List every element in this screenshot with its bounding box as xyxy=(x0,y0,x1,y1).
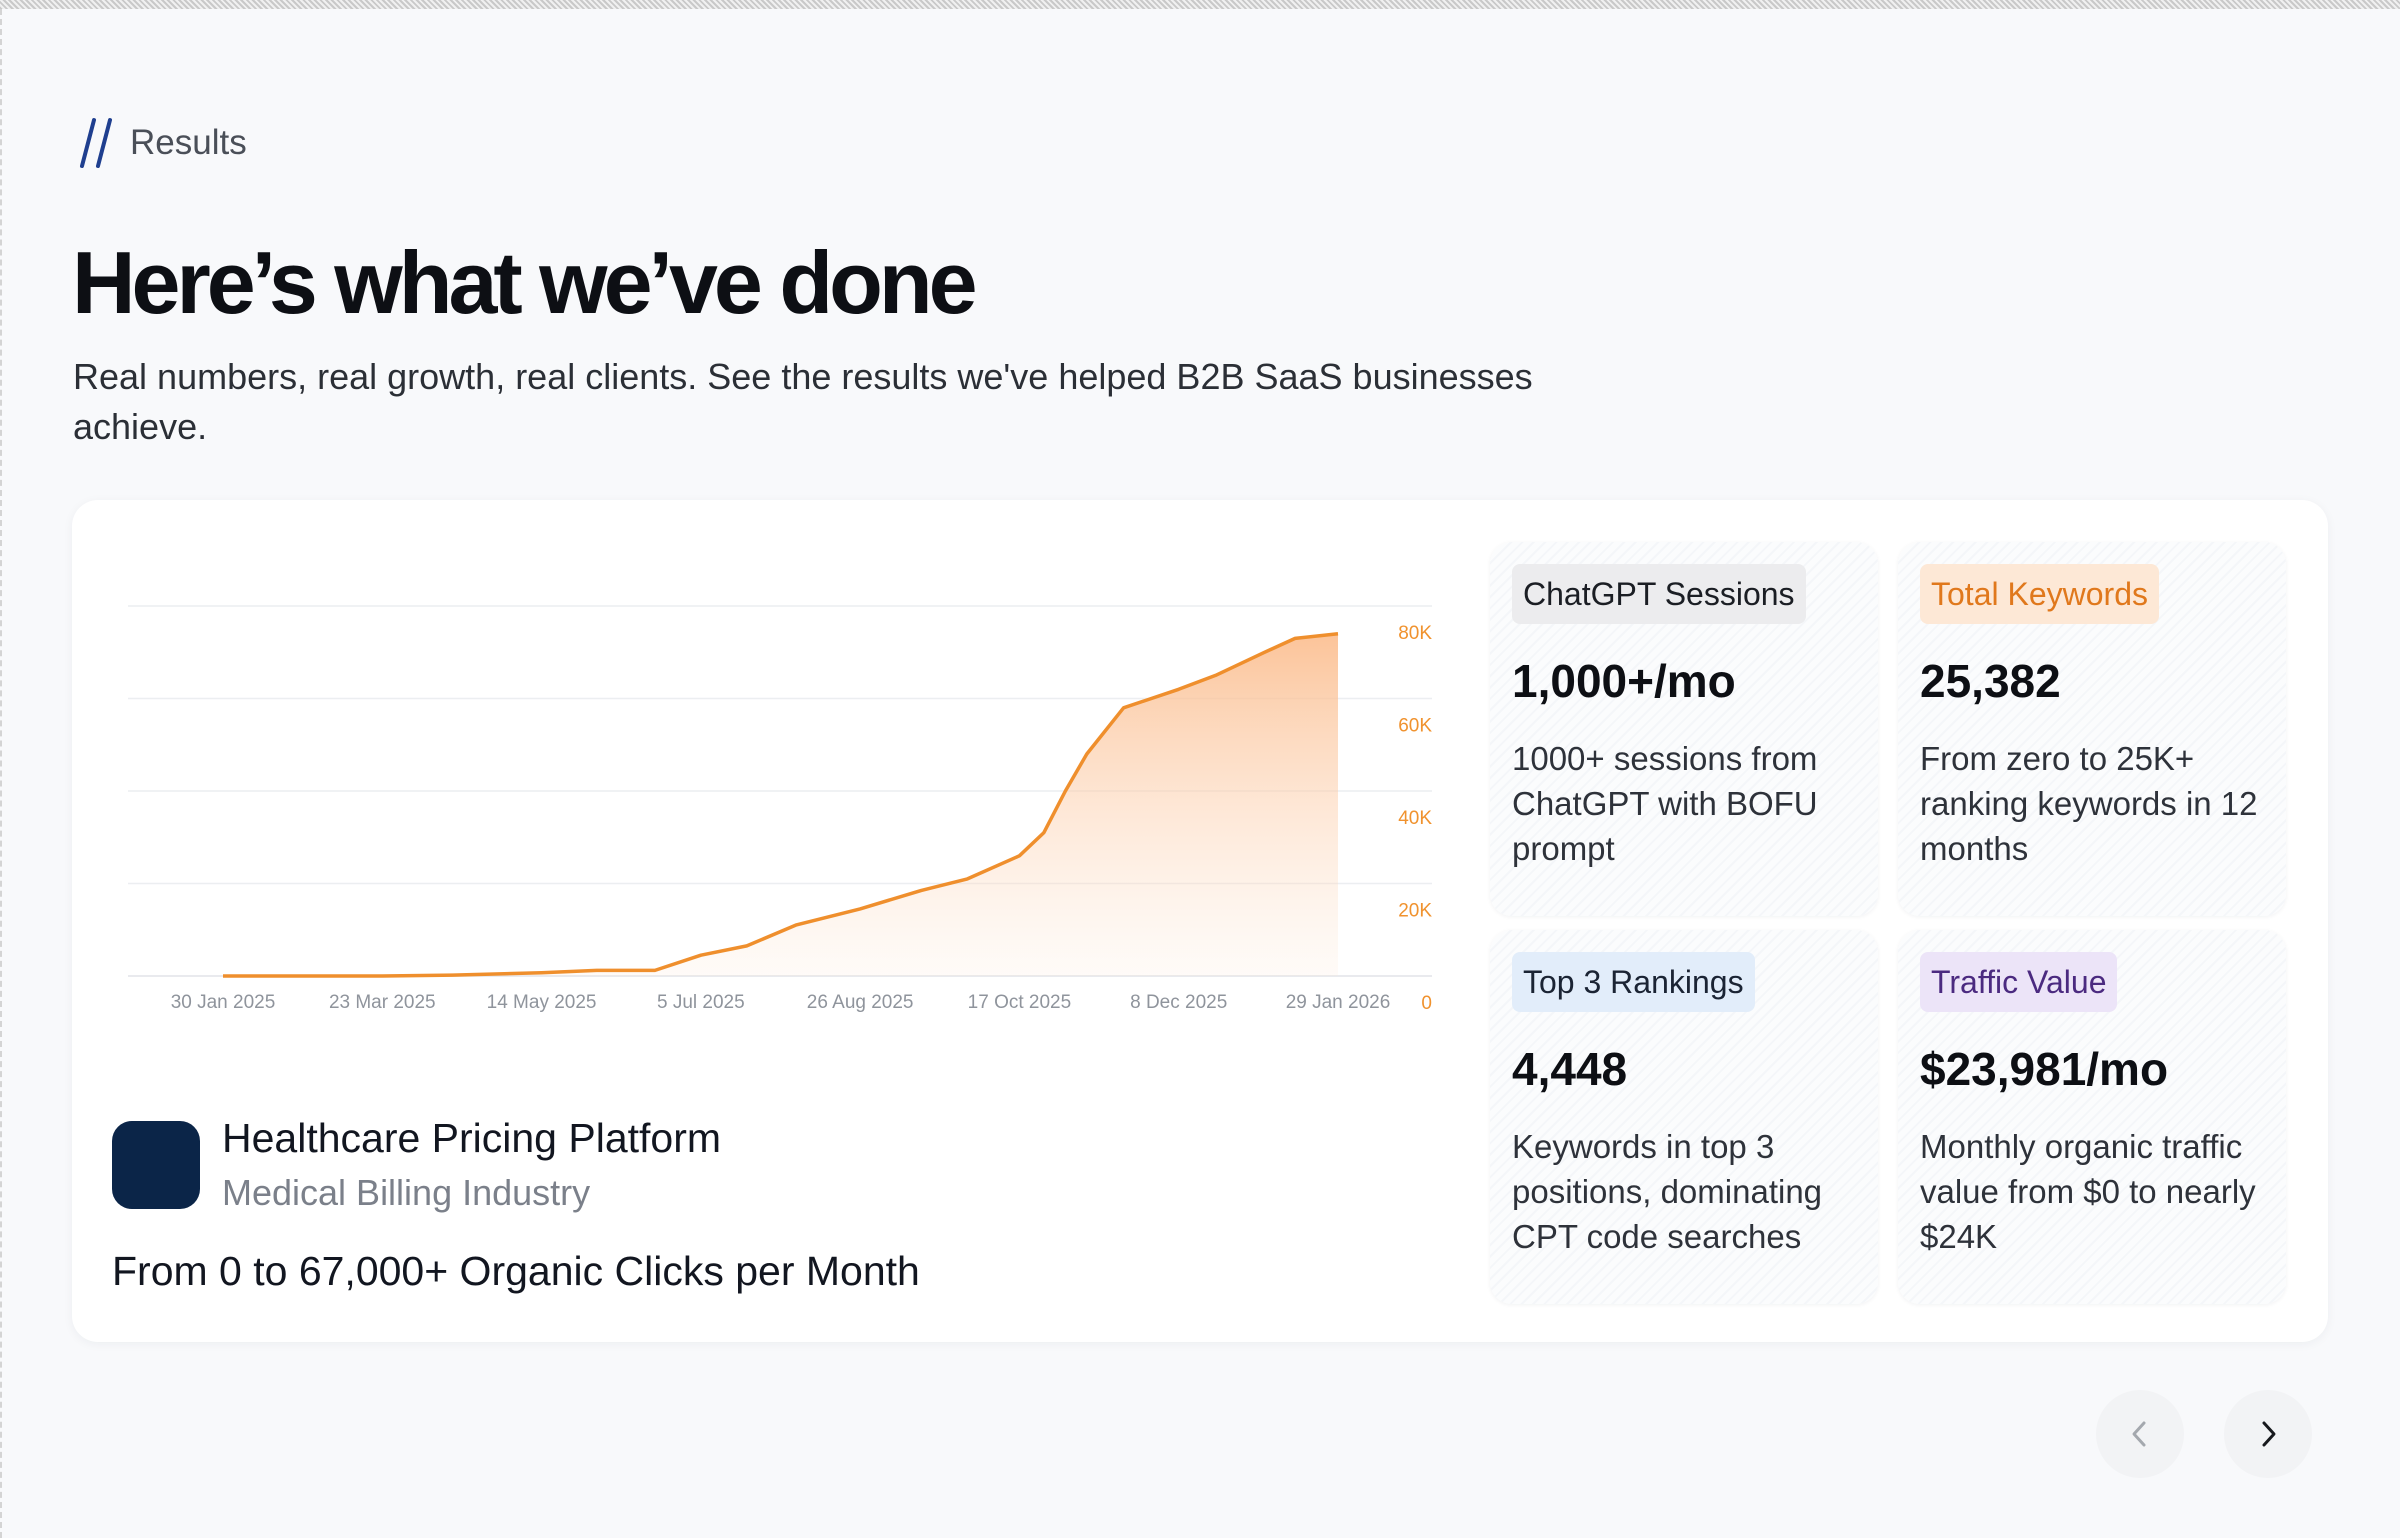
x-tick-label: 26 Aug 2025 xyxy=(807,992,914,1013)
top-strip xyxy=(0,0,2400,9)
stat-description: 1000+ sessions from ChatGPT with BOFU pr… xyxy=(1512,740,1818,867)
section-eyebrow: Results xyxy=(78,116,247,170)
stat-description: Keywords in top 3 positions, dominating … xyxy=(1512,1128,1823,1255)
y-tick-label: 60K xyxy=(1398,716,1432,737)
x-tick-label: 14 May 2025 xyxy=(487,992,597,1013)
stat-value: 4,448 xyxy=(1512,1043,1628,1095)
left-edge-border xyxy=(0,9,2,1538)
stat-value: 25,382 xyxy=(1920,655,2061,707)
stat-card-total-keywords: Total Keywords 25,382 From zero to 25K+ … xyxy=(1898,542,2286,916)
stat-card-top-3-rankings: Top 3 Rankings 4,448 Keywords in top 3 p… xyxy=(1490,930,1878,1304)
x-tick-label: 5 Jul 2025 xyxy=(657,992,745,1013)
stat-tag: Total Keywords xyxy=(1920,564,2159,624)
client-info: Healthcare Pricing Platform Medical Bill… xyxy=(112,1115,721,1214)
stat-tag: Top 3 Rankings xyxy=(1512,952,1755,1012)
organic-clicks-chart: 30 Jan 2025 23 Mar 2025 14 May 2025 5 Jul 2… xyxy=(128,605,1432,1014)
x-tick-label: 30 Jan 2025 xyxy=(171,992,276,1013)
stat-card-chatgpt-sessions: ChatGPT Sessions 1,000+/mo 1000+ session… xyxy=(1490,542,1878,916)
next-button[interactable] xyxy=(2224,1390,2312,1478)
x-tick-label: 17 Oct 2025 xyxy=(968,992,1072,1013)
chevron-right-icon xyxy=(2262,1421,2276,1447)
y-tick-label: 20K xyxy=(1398,901,1432,922)
client-text: Healthcare Pricing Platform Medical Bill… xyxy=(222,1115,721,1214)
chevron-left-icon xyxy=(2132,1421,2146,1447)
y-tick-label: 80K xyxy=(1398,623,1432,644)
client-name: Healthcare Pricing Platform xyxy=(222,1115,722,1161)
prev-button[interactable] xyxy=(2096,1390,2184,1478)
stat-description: Monthly organic traffic value from $0 to… xyxy=(1920,1128,2256,1255)
x-tick-label: 23 Mar 2025 xyxy=(329,992,436,1013)
eyebrow-label: Results xyxy=(130,123,247,162)
client-logo xyxy=(112,1120,200,1209)
stat-card-traffic-value: Traffic Value $23,981/mo Monthly organic… xyxy=(1898,930,2286,1304)
y-tick-label: 40K xyxy=(1398,808,1432,829)
double-slash-icon xyxy=(80,118,112,168)
page-subtitle: Real numbers, real growth, real clients.… xyxy=(73,356,1533,447)
x-tick-label: 8 Dec 2025 xyxy=(1130,992,1227,1013)
chart-area xyxy=(223,633,1338,976)
chart-line xyxy=(223,632,1339,978)
y-tick-label: 0 xyxy=(1421,993,1432,1014)
stat-tag: Traffic Value xyxy=(1920,952,2118,1012)
x-tick-label: 29 Jan 2026 xyxy=(1286,992,1391,1013)
case-study-headline: From 0 to 67,000+ Organic Clicks per Mon… xyxy=(112,1248,920,1294)
stat-value: 1,000+/mo xyxy=(1512,655,1736,707)
stat-tag: ChatGPT Sessions xyxy=(1512,564,1806,624)
stat-description: From zero to 25K+ ranking keywords in 12… xyxy=(1920,740,2258,867)
client-industry: Medical Billing Industry xyxy=(222,1172,591,1213)
stat-value: $23,981/mo xyxy=(1920,1043,2169,1095)
page-title: Here’s what we’ve done xyxy=(72,233,978,332)
